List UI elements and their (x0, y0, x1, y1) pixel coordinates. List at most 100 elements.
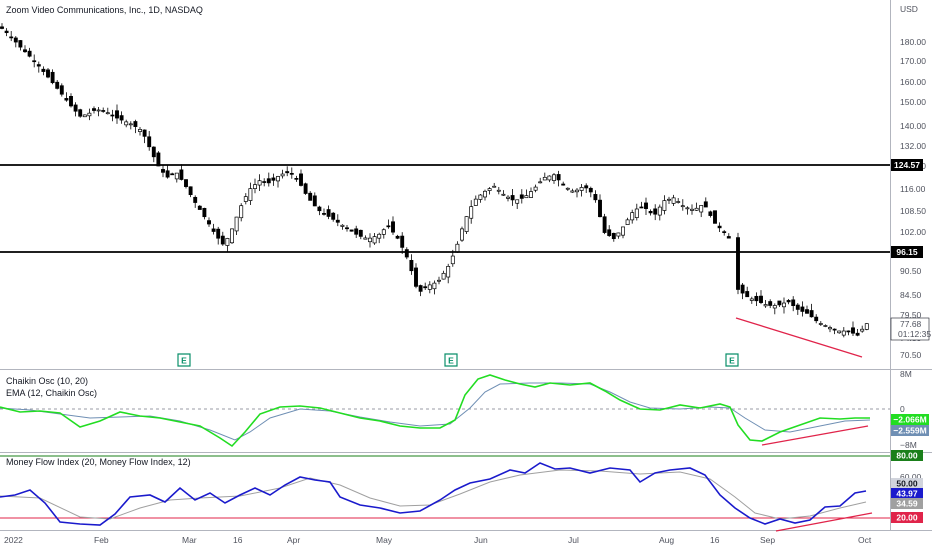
candle-body (749, 298, 754, 301)
candle-body (165, 170, 170, 178)
candle-body (101, 110, 106, 112)
candle-body (455, 243, 460, 253)
candle-body (694, 207, 699, 211)
candle-body (414, 267, 418, 287)
candle-body (294, 178, 299, 180)
mfi-trendline[interactable] (775, 512, 873, 532)
candle-body (280, 173, 285, 177)
support-price-tag: 96.15 (891, 246, 923, 258)
price-tick-label: 132.00 (900, 141, 926, 151)
candle-body (740, 284, 745, 294)
price-tick-label: 170.00 (900, 56, 926, 66)
candle-body (506, 196, 510, 199)
candle-body (450, 255, 455, 265)
candle-body (207, 220, 211, 225)
price-tick-label: 108.50 (900, 206, 926, 216)
earnings-marker-3[interactable]: E (725, 353, 739, 367)
candle-body (685, 207, 690, 210)
candle-body (524, 195, 529, 199)
svg-text:E: E (181, 356, 187, 366)
candle-body (552, 174, 556, 181)
candle-body (96, 109, 101, 112)
candle-body (846, 330, 851, 333)
svg-text:−2.066M: −2.066M (893, 415, 926, 425)
candle-body (340, 224, 345, 227)
mfi-upper-tag: 80.00 (891, 450, 923, 461)
candle-body (496, 189, 501, 192)
candle-body (713, 210, 717, 224)
candle-body (128, 123, 133, 126)
candle-body (377, 233, 382, 239)
earnings-marker-2[interactable]: E (444, 353, 458, 367)
time-label-aug-16: 16 (710, 535, 720, 545)
chaikin-ema-tag: −2.559M (891, 425, 929, 436)
price-tick-label: 160.00 (900, 77, 926, 87)
price-tick-label: 102.00 (900, 227, 926, 237)
time-axis[interactable]: 2022 Feb Mar 16 Apr May Jun Jul Aug 16 S… (4, 535, 872, 545)
price-trendline[interactable] (735, 317, 863, 358)
candle-body (170, 173, 175, 176)
candle-body (418, 285, 423, 292)
candle-body (363, 237, 368, 240)
mfi-line (0, 462, 867, 526)
candle-body (92, 108, 96, 111)
time-label-feb: Feb (94, 535, 109, 545)
mfi-lower-tag: 20.00 (891, 512, 923, 523)
candle-body (409, 259, 414, 272)
svg-text:34.59: 34.59 (896, 499, 918, 509)
candle-body (657, 206, 662, 216)
chaikin-tick-bottom: −8M (900, 440, 917, 450)
svg-text:43.97: 43.97 (896, 489, 918, 499)
svg-text:96.15: 96.15 (896, 247, 918, 257)
candle-body (243, 196, 248, 202)
candle-body (32, 60, 37, 63)
candle-body (616, 232, 621, 237)
earnings-marker-1[interactable]: E (177, 353, 191, 367)
candle-body (510, 195, 515, 201)
svg-text:E: E (448, 356, 454, 366)
candle-body (501, 193, 506, 196)
candle-body (588, 187, 593, 193)
candle-body (156, 152, 161, 167)
candle-body (676, 201, 681, 203)
candle-body (220, 235, 225, 245)
candle-body (174, 172, 179, 180)
candle-body (717, 225, 722, 229)
price-tick-label: 116.00 (900, 184, 926, 194)
candle-body (82, 114, 87, 118)
candle-body (593, 194, 598, 201)
candle-body (50, 71, 55, 84)
candle-body (644, 202, 648, 209)
chaikin-title: Chaikin Osc (10, 20) (6, 376, 88, 386)
candle-body (395, 235, 400, 239)
candle-body (400, 235, 405, 248)
candle-body (722, 231, 727, 233)
candle-body (662, 200, 667, 211)
candle-body (161, 169, 165, 173)
candle-body (147, 136, 152, 148)
candle-body (46, 69, 50, 78)
price-tick-label: 150.00 (900, 97, 926, 107)
last-price-tag: 77.68 01:12:35 (890, 317, 931, 341)
candle-body (349, 229, 354, 232)
candle-body (864, 323, 869, 330)
candle-body (285, 171, 290, 174)
candle-body (460, 228, 464, 241)
candle-body (289, 172, 294, 175)
candle-body (515, 199, 520, 204)
candle-body (138, 129, 142, 132)
chaikin-trendline[interactable] (761, 425, 869, 446)
candle-body (446, 266, 451, 278)
candle-body (667, 198, 671, 201)
candle-body (142, 129, 147, 137)
candle-body (188, 186, 193, 196)
candle-body (276, 176, 280, 182)
time-label-jun: Jun (474, 535, 488, 545)
candle-body (841, 330, 846, 336)
candle-body (248, 188, 253, 201)
candle-body (358, 229, 363, 237)
candle-body (680, 205, 685, 208)
price-tick-label: 140.00 (900, 121, 926, 131)
candle-body (777, 300, 782, 306)
